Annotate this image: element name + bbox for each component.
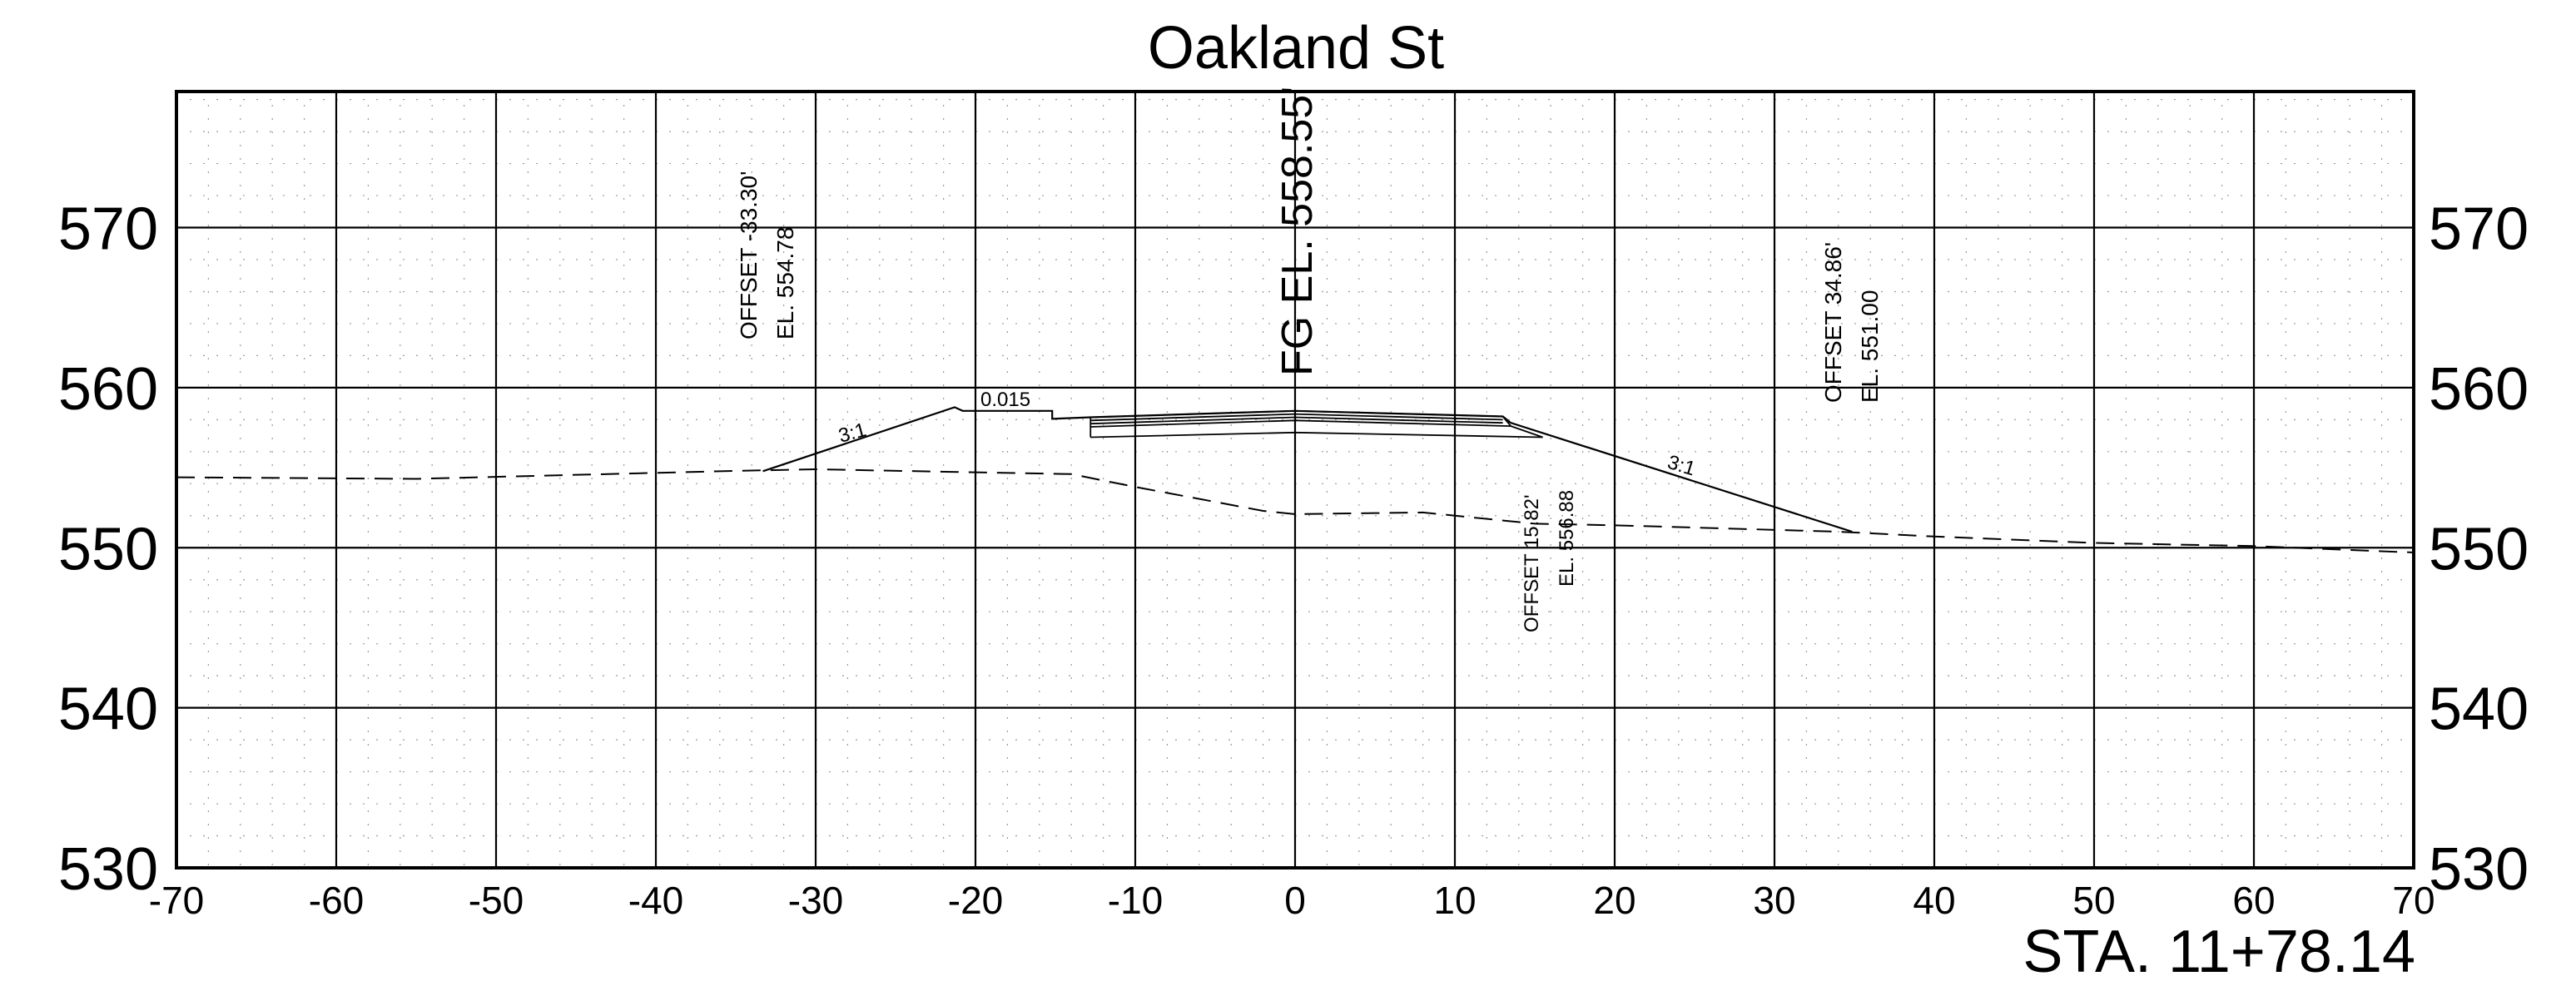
fg-elevation-label: FG EL. 558.55': [1273, 87, 1322, 376]
x-tick-label: 30: [1753, 879, 1795, 922]
right-catch-offset-label: OFFSET 34.86': [1820, 242, 1846, 403]
x-tick-label: -10: [1108, 879, 1163, 922]
pavement-layer-line: [1090, 419, 1511, 428]
x-tick-label: 10: [1433, 879, 1476, 922]
x-tick-label: -70: [149, 879, 204, 922]
pavement-edge-right: [1501, 415, 1543, 438]
y-tick-label-right: 560: [2429, 356, 2529, 423]
y-tick-label-left: 540: [58, 676, 158, 743]
x-tick-label: -40: [628, 879, 683, 922]
pavement-layer-line: [1090, 409, 1503, 419]
y-axis-right-tick-labels: 530 540 550 560 570: [2429, 196, 2529, 903]
pavement-layer-line: [1090, 431, 1543, 438]
section-title: Oakland St: [1148, 15, 1444, 82]
left-catch-elevation-label: EL. 554.78: [772, 227, 798, 339]
x-axis-tick-labels: -70 -60 -50 -40 -30 -20 -10 0 10 20 30 40 50 60 70: [149, 879, 2435, 922]
y-tick-label-right: 530: [2429, 836, 2529, 903]
y-tick-label-right: 540: [2429, 676, 2529, 743]
y-tick-label-left: 570: [58, 196, 158, 263]
x-tick-label: -30: [788, 879, 843, 922]
x-tick-label: 20: [1593, 879, 1635, 922]
design-grade-line-1: [762, 406, 1091, 473]
annotations: FG EL. 558.55' OFFSET -33.30' EL. 554.78 OF…: [736, 87, 1883, 632]
x-tick-label: -20: [948, 879, 1003, 922]
mid-offset-label: OFFSET 15.82': [1521, 494, 1543, 632]
existing-ground-line: [176, 468, 2415, 553]
x-tick-label: 40: [1913, 879, 1955, 922]
x-tick-label: 60: [2232, 879, 2275, 922]
x-tick-label: 50: [2072, 879, 2115, 922]
right-catch-elevation-label: EL. 551.00: [1857, 290, 1883, 403]
cross-slope-label: 0.015: [980, 389, 1030, 411]
station-label: STA. 11+78.14: [2023, 919, 2415, 985]
y-tick-label-left: 550: [58, 516, 158, 582]
y-tick-label-left: 560: [58, 356, 158, 423]
mid-elevation-label: EL. 556.88: [1556, 490, 1578, 587]
pavement-structure: [1089, 409, 1543, 438]
y-tick-label-right: 550: [2429, 516, 2529, 582]
x-tick-label: -50: [469, 879, 524, 922]
x-tick-label: 70: [2392, 879, 2435, 922]
pavement-layer-line: [1090, 416, 1503, 425]
plot-frame: [175, 90, 2415, 870]
left-catch-offset-label: OFFSET -33.30': [736, 171, 762, 339]
y-tick-label-left: 530: [58, 836, 158, 903]
y-tick-label-right: 570: [2429, 196, 2529, 263]
x-tick-label: 0: [1284, 879, 1306, 922]
x-tick-label: -60: [309, 879, 364, 922]
y-axis-left-tick-labels: 530 540 550 560 570: [58, 196, 158, 903]
pavement-layer-line: [1090, 413, 1503, 422]
